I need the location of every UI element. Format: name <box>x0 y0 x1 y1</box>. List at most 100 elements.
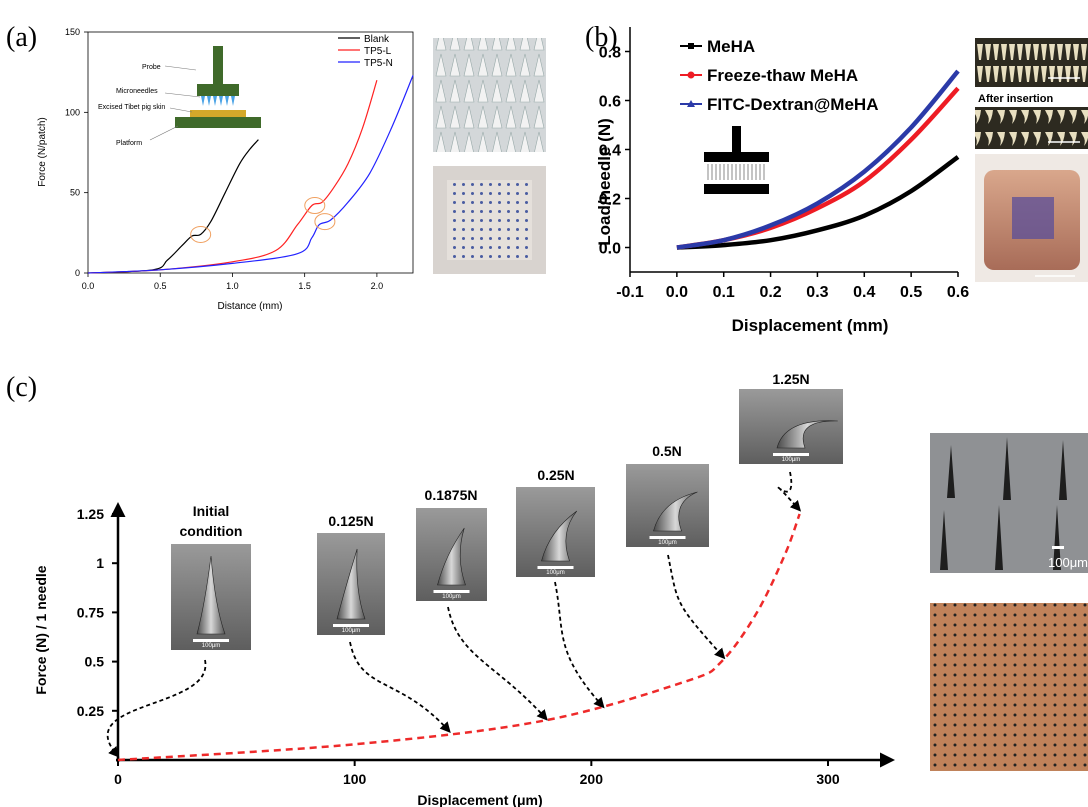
sem-needle-4 <box>653 491 698 532</box>
y-tick-label-b: 0.0 <box>599 241 621 258</box>
stage-label-3: 0.25N <box>537 467 574 483</box>
stage-label-line: condition <box>180 523 243 539</box>
x-tick-label-b: 0.3 <box>806 284 828 301</box>
legend-label-meha: MeHA <box>707 37 755 56</box>
legend-label-tp5l: TP5-L <box>364 46 392 57</box>
x-tick-label-a: 0.0 <box>82 281 95 291</box>
series-line-b-2 <box>676 69 960 250</box>
legend-marker-freeze <box>687 71 695 79</box>
sem-needle-1 <box>336 548 366 620</box>
x-tick-label-c: 0 <box>114 771 122 787</box>
sem-image-stage-5 <box>739 389 843 464</box>
scale-label-stage-1: 100μm <box>342 628 360 634</box>
stage-label-4: 0.5N <box>652 443 682 459</box>
stage-label-line: Initial <box>193 503 230 519</box>
photo-needles-before <box>975 38 1088 87</box>
scale-label-stage-3: 100μm <box>546 570 564 576</box>
scale-label-stage-4: 100μm <box>658 540 676 546</box>
annotation-platform: Platform <box>116 140 142 147</box>
sem-array-image <box>930 433 1088 573</box>
axes-c: 0 100 200 300 0.25 0.5 0.75 1 1.25 <box>77 502 895 787</box>
y-tick-label-a: 150 <box>65 27 80 37</box>
y-axis-label-a: Force (N/patch) <box>37 117 48 186</box>
y-tick-label-c: 1 <box>96 555 104 571</box>
series-line-a-1 <box>87 80 378 274</box>
y-tick-label-a: 100 <box>65 107 80 117</box>
scale-label-stage-0: 100μm <box>202 643 220 649</box>
plot-frame-a <box>87 31 414 274</box>
x-tick-label-b: -0.1 <box>616 284 644 301</box>
y-tick-label-b: 0.8 <box>599 45 621 62</box>
legend-label-blank: Blank <box>364 34 390 45</box>
x-tick-label-b: 0.2 <box>759 284 781 301</box>
legend-label-tp5n: TP5-N <box>364 58 393 69</box>
x-axis-label-a: Distance (mm) <box>217 301 282 312</box>
scale-bar-stage-4 <box>649 536 686 539</box>
x-tick-label-b: 0.4 <box>853 284 875 301</box>
connector-arrow-4 <box>667 554 726 660</box>
panel-a: (a) 0.0 0.5 1.0 1.5 2.0 0 50 100 150 Distance (m… <box>6 22 546 312</box>
x-axis-label-b: Displacement (mm) <box>732 316 889 335</box>
series-a <box>87 75 414 274</box>
panel-c: (c) 0 100 200 300 0.25 0.5 0.75 1 1.25 100μm Init… <box>6 371 1088 807</box>
y-tick-label-b: 0.6 <box>599 94 621 111</box>
sem-needle-3 <box>541 510 578 562</box>
legend-label-freeze: Freeze-thaw MeHA <box>707 66 858 85</box>
x-tick-label-b: 0.5 <box>900 284 922 301</box>
panel-label-a: (a) <box>6 22 37 53</box>
x-tick-label-a: 1.0 <box>226 281 239 291</box>
after-insertion-label: After insertion <box>978 93 1053 105</box>
x-tick-label-a: 0.5 <box>154 281 167 291</box>
fracture-marker <box>190 225 212 243</box>
probe-schematic-icon <box>149 46 261 141</box>
axes-a: 0.0 0.5 1.0 1.5 2.0 0 50 100 150 <box>65 27 383 291</box>
stage-images-c: 100μm Initial condition 100μm 0.125N 100μm 0.1… <box>107 371 843 758</box>
sem-needle-2 <box>437 527 466 586</box>
y-axis-label-b: Load/needle (N) <box>595 118 614 246</box>
x-tick-label-c: 200 <box>580 771 604 787</box>
annotation-microneedles: Microneedles <box>116 88 158 95</box>
scale-bar-stage-0 <box>193 639 229 642</box>
sem-scale-label: 100μm <box>1048 555 1088 570</box>
annotation-probe: Probe <box>142 64 161 71</box>
x-tick-label-a: 2.0 <box>371 281 384 291</box>
compression-test-schematic-icon <box>704 126 769 194</box>
connector-arrow-1 <box>349 641 451 734</box>
legend-b: MeHA Freeze-thaw MeHA FITC-Dextran@MeHA <box>680 37 878 114</box>
x-tick-label-c: 100 <box>343 771 367 787</box>
sem-needle-0 <box>196 555 226 635</box>
x-tick-label-c: 300 <box>816 771 840 787</box>
scale-bar-stage-1 <box>333 624 369 627</box>
legend-marker-meha <box>688 43 694 49</box>
stage-label-0: Initial condition <box>180 503 243 539</box>
y-tick-label-c: 0.5 <box>85 654 105 670</box>
series-c <box>117 513 801 762</box>
x-tick-label-a: 1.5 <box>298 281 311 291</box>
stage-label-1: 0.125N <box>328 513 373 529</box>
sem-needle-5 <box>776 420 838 449</box>
connector-arrow-3 <box>554 581 605 709</box>
panel-b: (b) -0.1 0.0 0.1 0.2 0.3 0.4 0.5 0.6 0.0 0.2 0.4 0.… <box>585 22 1088 335</box>
panel-label-c: (c) <box>6 372 37 403</box>
scale-label-stage-2: 100μm <box>442 594 460 600</box>
connector-arrow-5 <box>776 471 802 512</box>
sem-array-needles <box>940 437 1067 570</box>
photo-skin-insertion-area <box>1012 197 1054 239</box>
panel-label-b: (b) <box>585 22 618 53</box>
scale-bar <box>1052 546 1064 549</box>
x-tick-label-b: 0.1 <box>713 284 735 301</box>
connector-arrow-0 <box>107 659 207 758</box>
photo-patch-dots <box>447 180 532 260</box>
scale-bar-stage-2 <box>433 590 470 593</box>
y-tick-label-c: 0.25 <box>77 703 104 719</box>
series-line-b-0 <box>676 155 960 250</box>
stage-label-2: 0.1875N <box>425 487 478 503</box>
axes-b: -0.1 0.0 0.1 0.2 0.3 0.4 0.5 0.6 0.0 0.2 0.4 0.6 0.8 <box>599 27 969 301</box>
x-tick-label-b: 0.0 <box>666 284 688 301</box>
fracture-marker <box>314 213 336 231</box>
series-line-a-0 <box>87 139 259 274</box>
stage-label-5: 1.25N <box>772 371 809 387</box>
annotation-pig-skin: Excised Tibet pig skin <box>98 104 165 111</box>
legend-label-fitc: FITC-Dextran@MeHA <box>707 95 878 114</box>
